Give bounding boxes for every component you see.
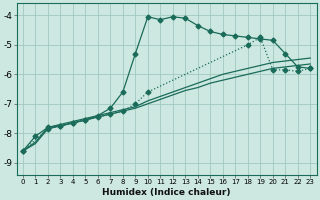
X-axis label: Humidex (Indice chaleur): Humidex (Indice chaleur) — [102, 188, 231, 197]
